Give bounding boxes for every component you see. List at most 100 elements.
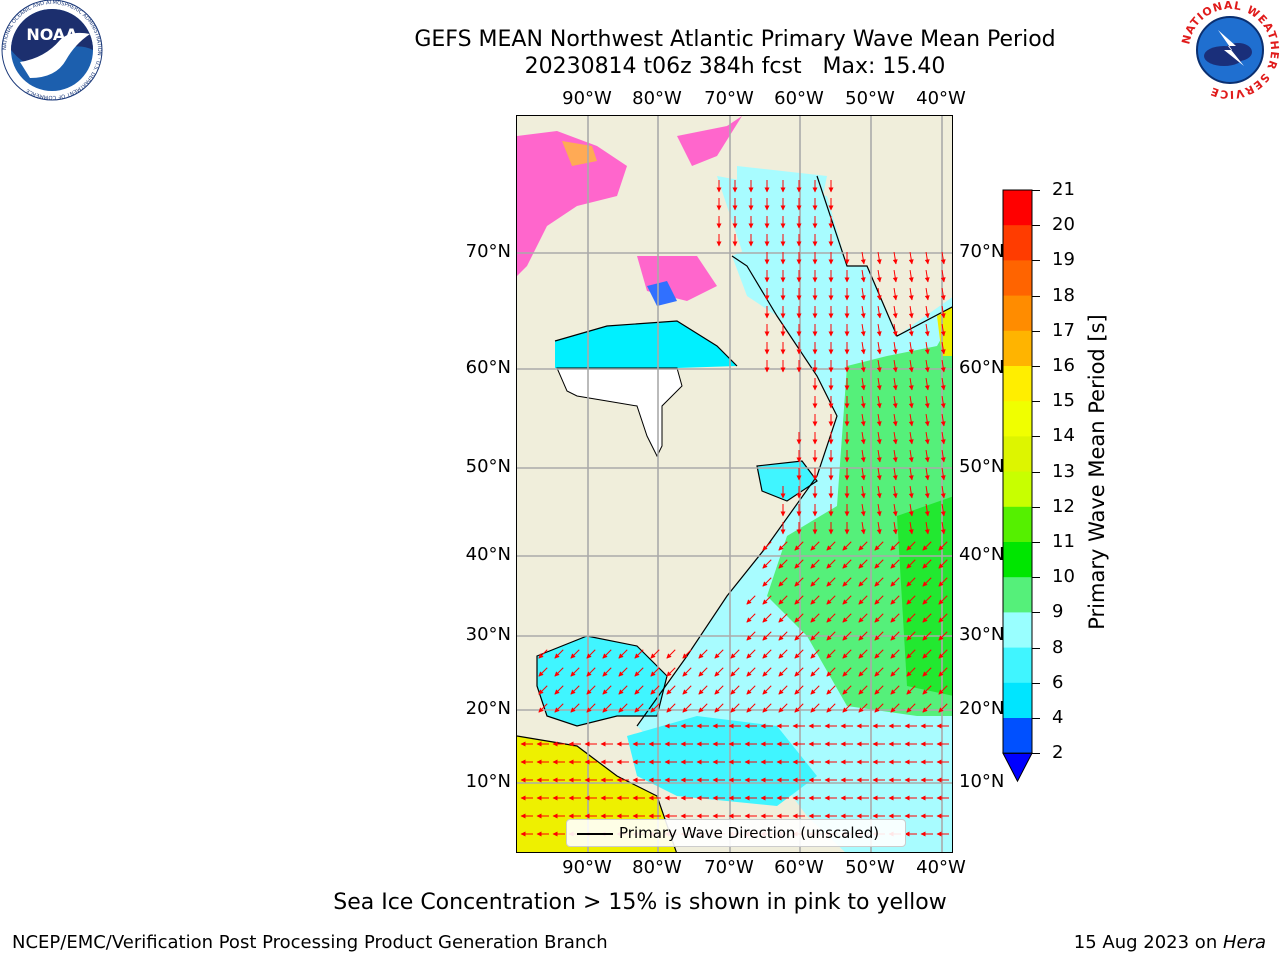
wave-arrow (762, 541, 772, 551)
wave-arrow (924, 431, 930, 445)
lat-label-left: 40°N (465, 544, 511, 565)
wave-arrow (892, 467, 898, 481)
wave-arrow (842, 595, 852, 605)
colorbar-tick-mark (1032, 542, 1040, 543)
wave-arrow (858, 703, 868, 713)
wave-arrow (922, 649, 932, 659)
sea-ice-note: Sea Ice Concentration > 15% is shown in … (333, 890, 947, 915)
wave-arrow (908, 395, 914, 409)
wave-arrow (940, 341, 946, 355)
wave-arrow (874, 541, 884, 551)
legend-label: Primary Wave Direction (unscaled) (619, 824, 880, 842)
lon-label-bottom: 90°W (562, 857, 612, 878)
wave-arrow (826, 613, 836, 623)
wave-arrow (940, 503, 946, 517)
wave-arrow (908, 341, 914, 355)
wave-arrow (908, 467, 914, 481)
wave-arrow (860, 305, 866, 319)
wave-arrow (876, 305, 882, 319)
wave-arrow (682, 685, 692, 695)
wave-arrow (810, 685, 820, 695)
wave-arrow (618, 703, 628, 713)
wave-arrow (922, 685, 932, 695)
wave-arrow (924, 449, 930, 463)
wave-arrow (698, 667, 708, 677)
wave-arrow (826, 595, 836, 605)
colorbar-extend-triangle (1002, 752, 1033, 783)
wave-arrow (810, 631, 820, 641)
wave-arrow (860, 251, 866, 265)
wave-arrow (924, 269, 930, 283)
wave-arrow (924, 413, 930, 427)
wave-arrow (666, 685, 676, 695)
wave-arrow (876, 485, 882, 499)
wave-arrow (876, 323, 882, 337)
wave-arrow (938, 559, 948, 569)
wave-arrow (842, 667, 852, 677)
wave-arrow (892, 521, 898, 535)
colorbar-tick-label: 19 (1052, 249, 1075, 271)
wave-arrow (842, 631, 852, 641)
wave-arrow (922, 541, 932, 551)
wave-arrow (794, 649, 804, 659)
wave-arrow (826, 703, 836, 713)
wave-arrow (762, 703, 772, 713)
colorbar-tick-label: 9 (1052, 601, 1064, 623)
wave-arrow (762, 613, 772, 623)
wave-arrow (826, 667, 836, 677)
lat-label-left: 50°N (465, 456, 511, 477)
legend-line-icon (577, 833, 613, 835)
wave-arrow (826, 541, 836, 551)
wave-arrow (650, 685, 660, 695)
wave-arrow (938, 685, 948, 695)
wave-arrow (698, 649, 708, 659)
colorbar-segment (1003, 330, 1032, 367)
wave-arrow (860, 269, 866, 283)
wave-arrow (778, 631, 788, 641)
wave-arrow (746, 703, 756, 713)
colorbar-segment (1003, 647, 1032, 684)
colorbar-tick-label: 14 (1052, 425, 1075, 447)
wave-arrow (924, 485, 930, 499)
lon-label-bottom: 80°W (632, 857, 682, 878)
wave-arrow (538, 685, 548, 695)
wave-arrow (858, 541, 868, 551)
wave-arrow (730, 667, 740, 677)
colorbar-segment (1003, 401, 1032, 437)
wave-arrow (874, 649, 884, 659)
wave-arrow (794, 541, 804, 551)
wave-arrow (746, 631, 756, 641)
lat-label-left: 70°N (465, 241, 511, 262)
lat-label-right: 10°N (959, 771, 1005, 792)
wave-arrow (924, 251, 930, 265)
wave-arrow (810, 577, 820, 587)
wave-arrow (874, 613, 884, 623)
wave-arrow (682, 667, 692, 677)
wave-arrow (570, 667, 580, 677)
wave-arrow (924, 341, 930, 355)
colorbar-segment (1003, 366, 1032, 402)
wave-arrow (908, 413, 914, 427)
wave-arrow (842, 559, 852, 569)
wave-arrow (876, 521, 882, 535)
lat-label-right: 30°N (959, 624, 1005, 645)
map-legend: Primary Wave Direction (unscaled) (566, 819, 906, 847)
wave-arrow (908, 449, 914, 463)
wave-arrow (924, 305, 930, 319)
sea-ice-blue (647, 281, 677, 306)
colorbar-tick-label: 15 (1052, 390, 1075, 412)
wave-arrow (778, 667, 788, 677)
colorbar-tick-mark (1032, 295, 1040, 297)
wave-arrow (908, 323, 914, 337)
chart-subtitle: 20230814 t06z 384h fcst Max: 15.40 (524, 54, 946, 79)
wave-arrow (794, 667, 804, 677)
wave-arrow (876, 467, 882, 481)
chart-title: GEFS MEAN Northwest Atlantic Primary Wav… (414, 27, 1056, 52)
wave-arrow (602, 649, 612, 659)
wave-arrow (538, 703, 548, 713)
lat-label-right: 40°N (959, 544, 1005, 565)
wave-arrow (762, 559, 772, 569)
wave-arrow (890, 595, 900, 605)
wave-arrow (860, 485, 866, 499)
colorbar-tick-mark (1032, 471, 1040, 473)
